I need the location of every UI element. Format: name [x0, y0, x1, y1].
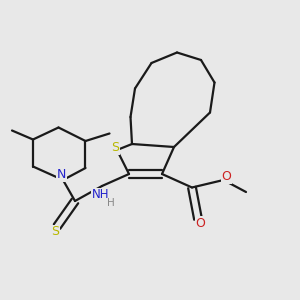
- Text: N: N: [57, 168, 66, 181]
- Text: S: S: [112, 141, 119, 154]
- Text: O: O: [222, 170, 231, 183]
- Text: NH: NH: [92, 188, 109, 202]
- Text: S: S: [52, 225, 59, 239]
- Text: H: H: [106, 197, 114, 208]
- Text: O: O: [196, 217, 205, 230]
